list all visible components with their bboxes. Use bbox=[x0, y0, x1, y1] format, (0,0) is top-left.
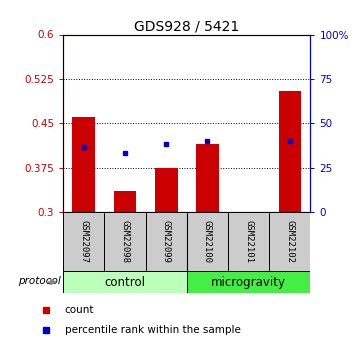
Text: GSM22102: GSM22102 bbox=[285, 220, 294, 263]
Bar bbox=[187, 271, 310, 293]
Bar bbox=[155, 168, 178, 212]
Text: microgravity: microgravity bbox=[211, 276, 286, 288]
Text: GSM22097: GSM22097 bbox=[79, 220, 88, 263]
Text: control: control bbox=[104, 276, 145, 288]
Text: count: count bbox=[65, 305, 94, 315]
Bar bbox=[114, 191, 136, 212]
Bar bbox=[196, 144, 219, 212]
Bar bbox=[269, 212, 310, 271]
Bar bbox=[104, 212, 145, 271]
Bar bbox=[145, 212, 187, 271]
Bar bbox=[63, 212, 104, 271]
Bar bbox=[228, 212, 269, 271]
Text: protocol: protocol bbox=[18, 276, 60, 286]
Text: GSM22099: GSM22099 bbox=[162, 220, 171, 263]
Bar bbox=[73, 117, 95, 212]
Bar bbox=[63, 271, 187, 293]
Text: GSM22101: GSM22101 bbox=[244, 220, 253, 263]
Text: percentile rank within the sample: percentile rank within the sample bbox=[65, 325, 240, 335]
Bar bbox=[187, 212, 228, 271]
Title: GDS928 / 5421: GDS928 / 5421 bbox=[134, 19, 239, 33]
Bar bbox=[279, 91, 301, 212]
Text: GSM22100: GSM22100 bbox=[203, 220, 212, 263]
Text: GSM22098: GSM22098 bbox=[121, 220, 130, 263]
